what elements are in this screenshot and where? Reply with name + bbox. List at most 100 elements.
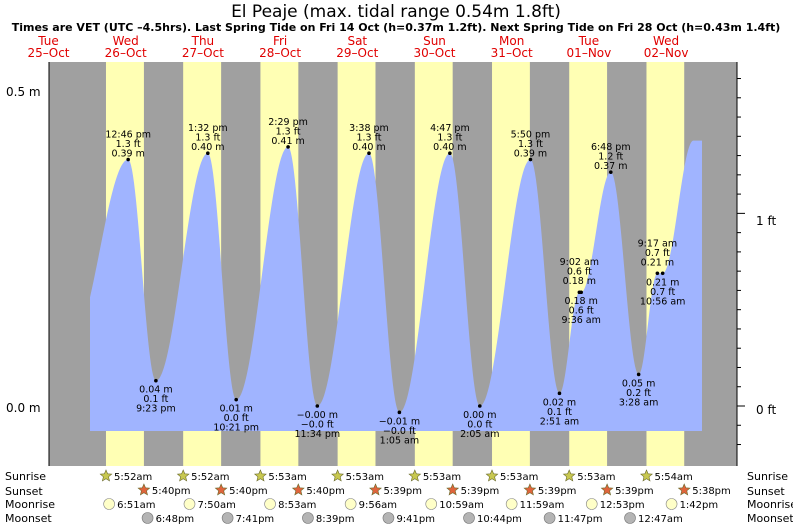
sunset-time: 5:39pm bbox=[615, 486, 654, 497]
moonrise-icon bbox=[665, 498, 678, 510]
tide-label: 10:56 am bbox=[640, 296, 685, 307]
tide-point bbox=[528, 157, 533, 162]
moonrise-time: 8:53am bbox=[278, 500, 316, 511]
tide-label: 0.18 m bbox=[563, 276, 596, 287]
sunset-time: 5:39pm bbox=[538, 486, 577, 497]
day-of-week-label: Sat bbox=[347, 34, 367, 48]
tide-label: 1:32 pm bbox=[188, 123, 228, 134]
tide-label: 9:17 am bbox=[638, 238, 677, 249]
y-tick-0.0m: 0.0 m bbox=[6, 401, 41, 415]
moonrise-row-label-left: Moonrise bbox=[5, 498, 55, 511]
tide-label: 0.21 m bbox=[641, 257, 674, 268]
moonset-icon bbox=[543, 512, 556, 524]
tide-height-area bbox=[90, 140, 702, 431]
tide-label: 0.18 m bbox=[564, 296, 597, 307]
tide-point bbox=[655, 271, 660, 276]
tide-label: 0.02 m bbox=[543, 397, 576, 408]
tide-point bbox=[154, 378, 158, 383]
tide-label: 0.39 m bbox=[111, 149, 144, 160]
sunrise-icon bbox=[408, 469, 422, 482]
sunset-time: 5:39pm bbox=[461, 486, 500, 497]
tide-label: 0.04 m bbox=[139, 385, 172, 396]
tide-point bbox=[206, 151, 210, 155]
tide-label: 11:34 pm bbox=[294, 429, 340, 440]
tide-label: 9:23 pm bbox=[136, 404, 176, 415]
moonset-time: 8:39pm bbox=[316, 514, 355, 525]
sunrise-row-label-left: Sunrise bbox=[5, 470, 46, 483]
sunset-icon bbox=[677, 483, 691, 496]
moonset-time: 12:47am bbox=[638, 514, 683, 525]
tide-point bbox=[636, 372, 641, 377]
day-of-week-label: Fri bbox=[273, 34, 287, 48]
tide-label: 1.3 ft bbox=[195, 133, 220, 144]
tide-point bbox=[315, 404, 320, 408]
tide-point bbox=[234, 397, 238, 402]
tide-point bbox=[478, 404, 482, 408]
tide-label: 2:29 pm bbox=[268, 117, 308, 128]
tide-point bbox=[608, 170, 613, 174]
tide-label: 0.00 m bbox=[463, 410, 496, 421]
moonrise-icon bbox=[264, 498, 276, 510]
sunrise-icon bbox=[253, 469, 267, 482]
sunset-icon bbox=[291, 483, 305, 496]
tide-label: 0.40 m bbox=[352, 142, 385, 153]
right-axis-ticks bbox=[737, 78, 745, 446]
day-of-week-label: Tue bbox=[578, 34, 600, 48]
moonrise-row-label-right: Moonrise bbox=[747, 498, 793, 511]
moonrise-time: 9:56am bbox=[359, 500, 397, 511]
moonrise-icon bbox=[585, 498, 598, 510]
tide-point bbox=[286, 145, 290, 149]
sunrise-row-label-right: Sunrise bbox=[747, 470, 788, 483]
tide-label: 2:51 am bbox=[540, 416, 579, 427]
tide-label: 9:36 am bbox=[561, 315, 600, 326]
moonrise-icon bbox=[183, 498, 196, 510]
sunset-icon bbox=[446, 483, 460, 496]
moonrise-time: 10:59am bbox=[439, 500, 484, 511]
date-label: 25–Oct bbox=[27, 46, 69, 60]
tide-label: 0.41 m bbox=[271, 136, 304, 147]
day-of-week-label: Tue bbox=[37, 34, 59, 48]
tide-label: 0.40 m bbox=[191, 142, 224, 153]
tide-point bbox=[397, 410, 402, 415]
sunrise-time: 5:53am bbox=[268, 472, 306, 483]
sunset-icon bbox=[214, 483, 228, 496]
tide-label: −0.01 m bbox=[379, 416, 420, 427]
tide-label: 5:50 pm bbox=[511, 130, 551, 141]
day-labels: Tue25–OctWed26–OctThu27–OctFri28–OctSat2… bbox=[27, 34, 688, 60]
tide-label: −0.00 m bbox=[297, 410, 338, 421]
tide-point bbox=[448, 151, 452, 155]
moonrise-time: 12:53pm bbox=[600, 500, 645, 511]
moonset-icon bbox=[141, 512, 154, 524]
tide-label: 1.2 ft bbox=[598, 152, 623, 163]
sunrise-icon bbox=[640, 469, 653, 482]
moonrise-time: 11:59am bbox=[520, 500, 565, 511]
tide-label: 1.3 ft bbox=[276, 126, 301, 137]
sunset-time: 5:40pm bbox=[152, 486, 191, 497]
tide-label: 6:48 pm bbox=[591, 142, 631, 153]
tide-label: 0.01 m bbox=[219, 404, 252, 415]
sunset-icon bbox=[369, 483, 382, 496]
y-tick-0ft: 0 ft bbox=[756, 403, 776, 417]
day-of-week-label: Thu bbox=[191, 34, 215, 48]
tide-label: 0.2 ft bbox=[626, 388, 651, 399]
y-tick-1ft: 1 ft bbox=[756, 214, 776, 228]
date-label: 29–Oct bbox=[336, 46, 378, 60]
moonset-row-label-left: Moonset bbox=[5, 512, 52, 525]
tide-point bbox=[126, 157, 130, 162]
tide-label: 1.3 ft bbox=[518, 139, 543, 150]
tide-label: 0.1 ft bbox=[143, 394, 168, 405]
tide-label: 1:05 am bbox=[380, 435, 419, 446]
sunrise-icon bbox=[176, 469, 190, 482]
tide-label: 1.3 ft bbox=[356, 133, 381, 144]
tide-label: 0.39 m bbox=[514, 149, 547, 160]
date-label: 26–Oct bbox=[105, 46, 147, 60]
tide-label: 0.7 ft bbox=[650, 287, 675, 298]
tide-label: 9:02 am bbox=[560, 257, 599, 268]
sunrise-time: 5:53am bbox=[346, 472, 384, 483]
sunrise-icon bbox=[485, 469, 499, 482]
chart-title: El Peaje (max. tidal range 0.54m 1.8ft) bbox=[231, 2, 561, 22]
moonset-icon bbox=[221, 512, 234, 524]
tide-label: 4:47 pm bbox=[430, 123, 470, 134]
header: El Peaje (max. tidal range 0.54m 1.8ft) … bbox=[12, 2, 781, 34]
moonset-time: 11:47pm bbox=[558, 514, 603, 525]
